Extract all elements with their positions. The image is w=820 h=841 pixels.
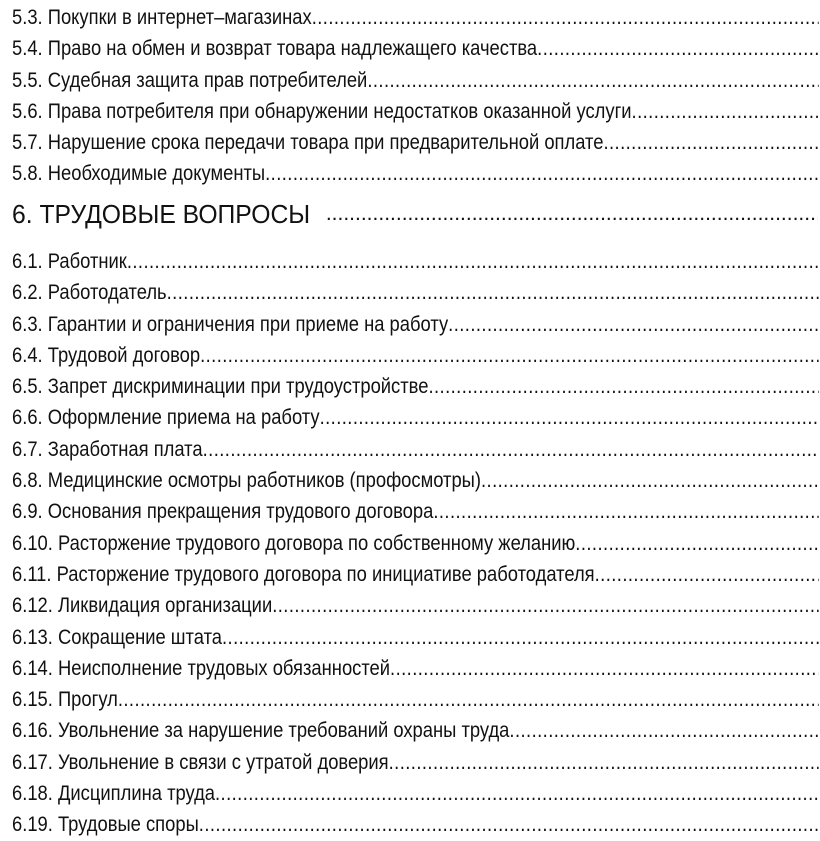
dot-leader bbox=[200, 340, 819, 371]
toc-entry[interactable]: 5.7. Нарушение срока передачи товара при… bbox=[12, 127, 819, 158]
toc-heading[interactable]: 6. ТРУДОВЫЕ ВОПРОСЫ bbox=[12, 192, 818, 236]
dot-leader bbox=[272, 590, 819, 621]
dot-leader bbox=[603, 127, 818, 158]
dot-leader bbox=[632, 96, 819, 127]
dot-leader bbox=[265, 158, 819, 189]
dot-leader bbox=[481, 465, 819, 496]
dot-leader bbox=[390, 653, 819, 684]
dot-leader bbox=[428, 371, 818, 402]
toc-entry[interactable]: 6.12. Ликвидация организации bbox=[12, 590, 819, 621]
toc-entry[interactable]: 6.13. Сокращение штата bbox=[12, 622, 819, 653]
dot-leader bbox=[167, 277, 819, 308]
toc-entry[interactable]: 6.6. Оформление приема на работу bbox=[12, 402, 819, 433]
toc-entry[interactable]: 5.3. Покупки в интернет–магазинах bbox=[12, 2, 819, 33]
toc-section-6-heading-wrap: 6. ТРУДОВЫЕ ВОПРОСЫ bbox=[12, 192, 820, 236]
toc-entry[interactable]: 6.15. Прогул bbox=[12, 684, 819, 715]
dot-leader bbox=[215, 778, 819, 809]
toc-entry[interactable]: 6.14. Неисполнение трудовых обязанностей bbox=[12, 653, 819, 684]
toc-section-5: 5.3. Покупки в интернет–магазинах 5.4. П… bbox=[12, 2, 819, 190]
dot-leader bbox=[326, 192, 818, 236]
dot-leader bbox=[367, 65, 818, 96]
toc-entry[interactable]: 6.17. Увольнение в связи с утратой довер… bbox=[12, 747, 819, 778]
toc-entry[interactable]: 6.4. Трудовой договор bbox=[12, 340, 819, 371]
dot-leader bbox=[118, 684, 819, 715]
toc-entry[interactable]: 6.19. Трудовые споры bbox=[12, 809, 819, 840]
toc-entry[interactable]: 5.5. Судебная защита прав потребителей bbox=[12, 65, 819, 96]
toc-entry[interactable]: 6.2. Работодатель bbox=[12, 277, 819, 308]
toc-entry[interactable]: 6.8. Медицинские осмотры работников (про… bbox=[12, 465, 819, 496]
dot-leader bbox=[320, 402, 819, 433]
toc-entry[interactable]: 6.3. Гарантии и ограничения при приеме н… bbox=[12, 309, 819, 340]
dot-leader bbox=[203, 434, 819, 465]
dot-leader bbox=[127, 246, 819, 277]
toc-entry[interactable]: 6.16. Увольнение за нарушение требований… bbox=[12, 715, 819, 746]
dot-leader bbox=[312, 2, 819, 33]
dot-leader bbox=[222, 622, 819, 653]
toc-section-6: 6.1. Работник 6.2. Работодатель 6.3. Гар… bbox=[12, 246, 819, 841]
toc-entry[interactable]: 6.11. Расторжение трудового договора по … bbox=[12, 559, 819, 590]
toc-entry[interactable]: 6.9. Основания прекращения трудового дог… bbox=[12, 496, 819, 527]
dot-leader bbox=[537, 33, 819, 64]
dot-leader bbox=[595, 559, 819, 590]
toc-entry[interactable]: 5.6. Права потребителя при обнаружении н… bbox=[12, 96, 819, 127]
dot-leader bbox=[389, 747, 819, 778]
dot-leader bbox=[509, 715, 818, 746]
dot-leader bbox=[448, 309, 819, 340]
toc-entry[interactable]: 6.1. Работник bbox=[12, 246, 819, 277]
dot-leader bbox=[199, 809, 819, 840]
toc-entry[interactable]: 6.7. Заработная плата bbox=[12, 434, 819, 465]
dot-leader bbox=[575, 528, 818, 559]
toc-entry[interactable]: 5.8. Необходимые документы bbox=[12, 158, 819, 189]
toc-entry[interactable]: 6.10. Расторжение трудового договора по … bbox=[12, 528, 819, 559]
dot-leader bbox=[433, 496, 818, 527]
toc-entry[interactable]: 6.18. Дисциплина труда bbox=[12, 778, 819, 809]
toc-entry[interactable]: 6.5. Запрет дискриминации при трудоустро… bbox=[12, 371, 819, 402]
toc-entry[interactable]: 5.4. Право на обмен и возврат товара над… bbox=[12, 33, 819, 64]
